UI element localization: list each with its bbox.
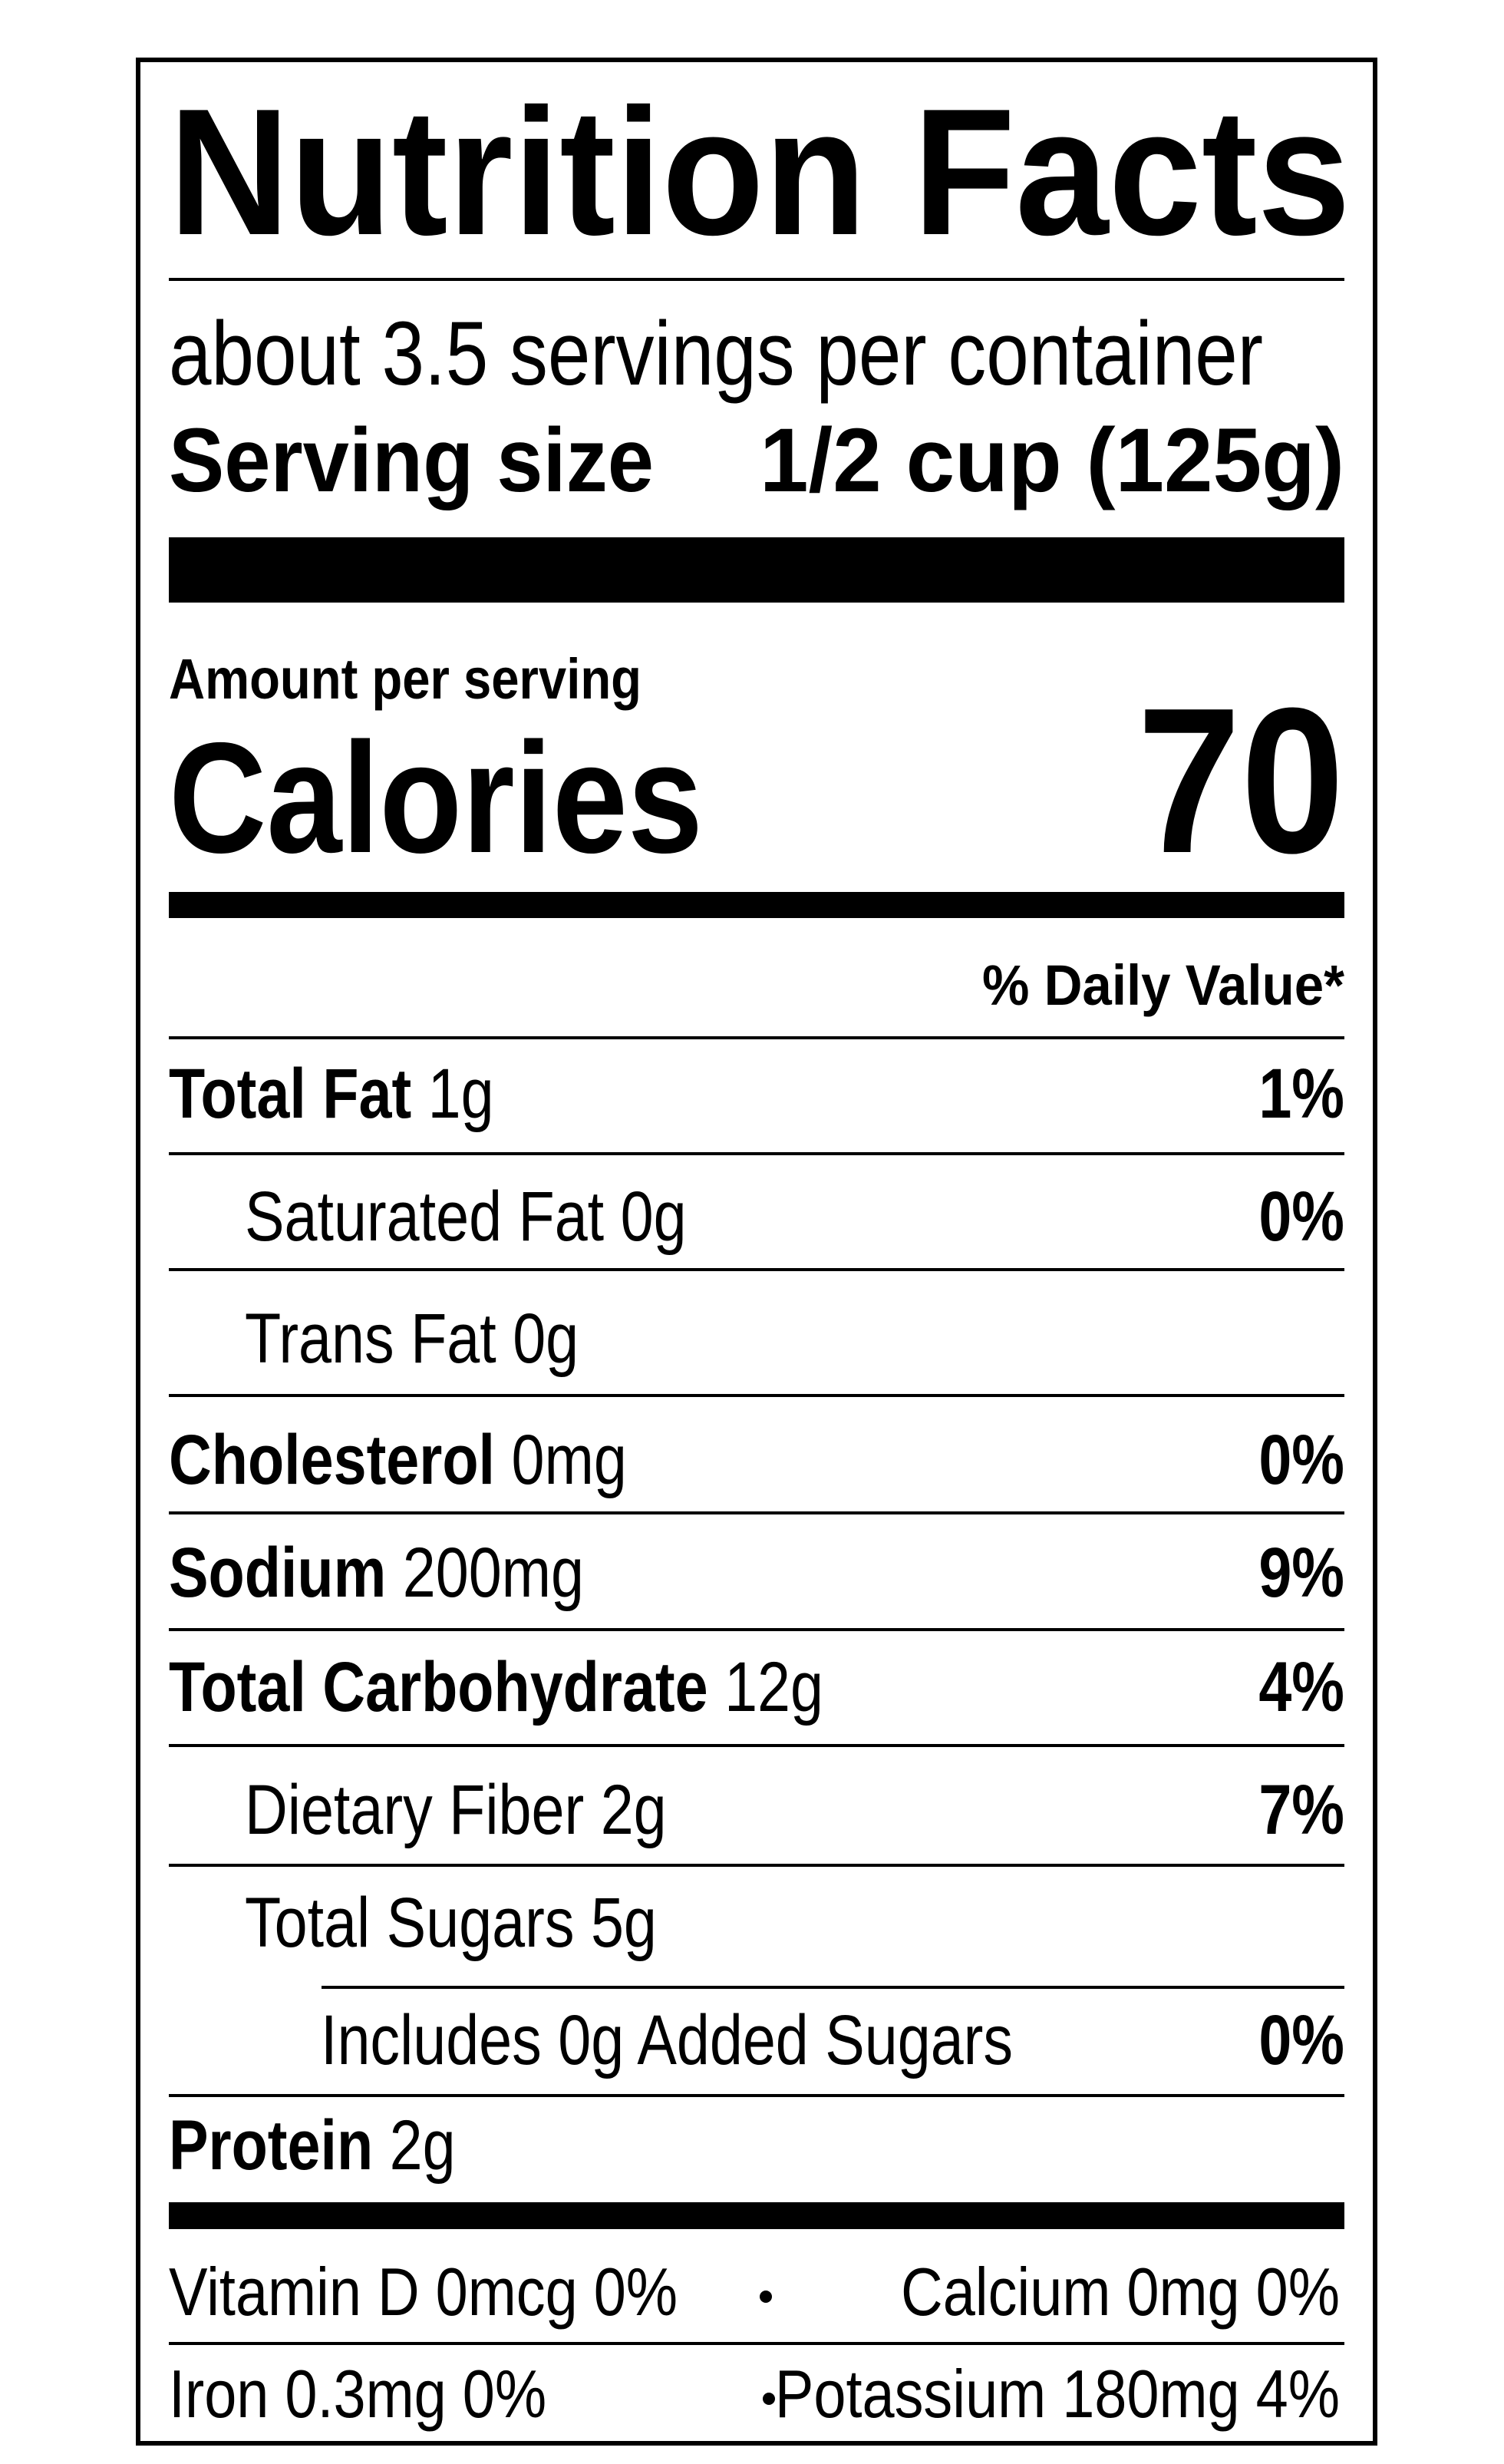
nutrient-name: Dietary Fiber xyxy=(245,1771,584,1850)
nutrient-space xyxy=(386,1534,402,1613)
nutrient-amount: 2g xyxy=(601,1771,667,1850)
micronutrient-rows: Vitamin D 0mcg 0% Calcium 0mg 0% Iron 0.3m… xyxy=(169,2255,1344,2433)
divider xyxy=(169,1744,1344,1747)
servings-per-container: about 3.5 servings per container xyxy=(169,303,1263,405)
nutrient-space xyxy=(495,1421,511,1500)
divider xyxy=(169,2094,1344,2097)
nutrient-space xyxy=(584,1771,600,1850)
divider xyxy=(169,1268,1344,1271)
nutrient-space xyxy=(574,1884,590,1963)
nutrient-space xyxy=(708,1648,724,1727)
divider xyxy=(169,2342,1344,2345)
nutrient-label: Dietary Fiber 2g xyxy=(245,1771,667,1850)
bullet xyxy=(763,2393,775,2405)
divider xyxy=(169,1628,1344,1631)
nutrient-daily-value: 7% xyxy=(1258,1771,1344,1850)
nutrient-amount: 5g xyxy=(591,1884,657,1963)
nutrient-label: Saturated Fat 0g xyxy=(245,1178,687,1257)
nutrient-name: Total Fat xyxy=(169,1055,411,1134)
nutrient-rows: Total Fat 1g 1% Saturated Fat 0g 0% Trans Fa… xyxy=(169,1055,1344,2185)
nutrient-name: Saturated Fat xyxy=(245,1178,604,1257)
nutrient-amount: 0g xyxy=(621,1178,687,1257)
amount-per-serving: Amount per serving xyxy=(169,647,642,711)
micronutrient: Calcium 0mg 0% xyxy=(901,2255,1340,2330)
micronutrient: Vitamin D 0mcg 0% xyxy=(169,2255,678,2330)
divider xyxy=(169,278,1344,281)
nutrient-space xyxy=(496,1300,513,1379)
divider xyxy=(322,1986,1344,1989)
nutrient-label: Trans Fat 0g xyxy=(245,1300,579,1379)
nutrient-label: Total Fat 1g xyxy=(169,1055,494,1134)
divider xyxy=(169,1864,1344,1867)
nutrient-daily-value: 0% xyxy=(1258,1421,1344,1500)
nutrient-name: Total Carbohydrate xyxy=(169,1648,708,1727)
nutrient-name: Cholesterol xyxy=(169,1421,495,1500)
nutrient-label: Total Carbohydrate 12g xyxy=(169,1648,823,1727)
divider xyxy=(169,1036,1344,1039)
nutrient-amount: 0mg xyxy=(511,1421,626,1500)
serving-size-label: Serving size xyxy=(169,410,654,511)
nutrient-space xyxy=(604,1178,620,1257)
nutrient-name: Includes 0g Added Sugars xyxy=(321,2001,1013,2080)
calories-value: 70 xyxy=(1137,666,1344,897)
calories-label: Calories xyxy=(169,710,703,886)
nutrient-label: Protein 2g xyxy=(169,2106,456,2185)
nutrient-label: Cholesterol 0mg xyxy=(169,1421,627,1500)
nutrient-name: Trans Fat xyxy=(245,1300,496,1379)
thick-bar xyxy=(169,537,1344,603)
daily-value-header: % Daily Value* xyxy=(982,953,1344,1017)
nutrient-daily-value: 9% xyxy=(1258,1534,1344,1613)
nutrient-space xyxy=(411,1055,427,1134)
nutrient-name: Protein xyxy=(169,2106,373,2185)
nutrient-label: Total Sugars 5g xyxy=(245,1884,657,1963)
divider xyxy=(169,1152,1344,1155)
nutrient-daily-value: 0% xyxy=(1258,2001,1344,2080)
nutrient-name: Sodium xyxy=(169,1534,386,1613)
nutrient-amount: 1g xyxy=(428,1055,494,1134)
divider xyxy=(169,1511,1344,1514)
medium-bar xyxy=(169,892,1344,918)
nutrient-daily-value: 0% xyxy=(1258,1178,1344,1257)
serving-size-value: 1/2 cup (125g) xyxy=(760,410,1344,511)
bullet xyxy=(760,2291,772,2303)
micronutrient: Iron 0.3mg 0% xyxy=(169,2357,546,2433)
nutrient-amount: 0g xyxy=(513,1300,579,1379)
title: Nutrition Facts xyxy=(169,71,1351,272)
nutrient-amount: 12g xyxy=(724,1648,823,1727)
nutrient-amount: 2g xyxy=(390,2106,456,2185)
divider xyxy=(169,1394,1344,1397)
label-border xyxy=(136,58,1377,2446)
nutrient-name: Total Sugars xyxy=(245,1884,574,1963)
medium-bar xyxy=(169,2202,1344,2229)
nutrient-label: Sodium 200mg xyxy=(169,1534,584,1613)
micronutrient: Potassium 180mg 4% xyxy=(775,2357,1340,2433)
nutrient-space xyxy=(373,2106,389,2185)
nutrient-amount: 200mg xyxy=(403,1534,584,1613)
nutrient-daily-value: 1% xyxy=(1258,1055,1344,1134)
nutrient-daily-value: 4% xyxy=(1258,1648,1344,1727)
nutrient-label: Includes 0g Added Sugars xyxy=(321,2001,1013,2080)
